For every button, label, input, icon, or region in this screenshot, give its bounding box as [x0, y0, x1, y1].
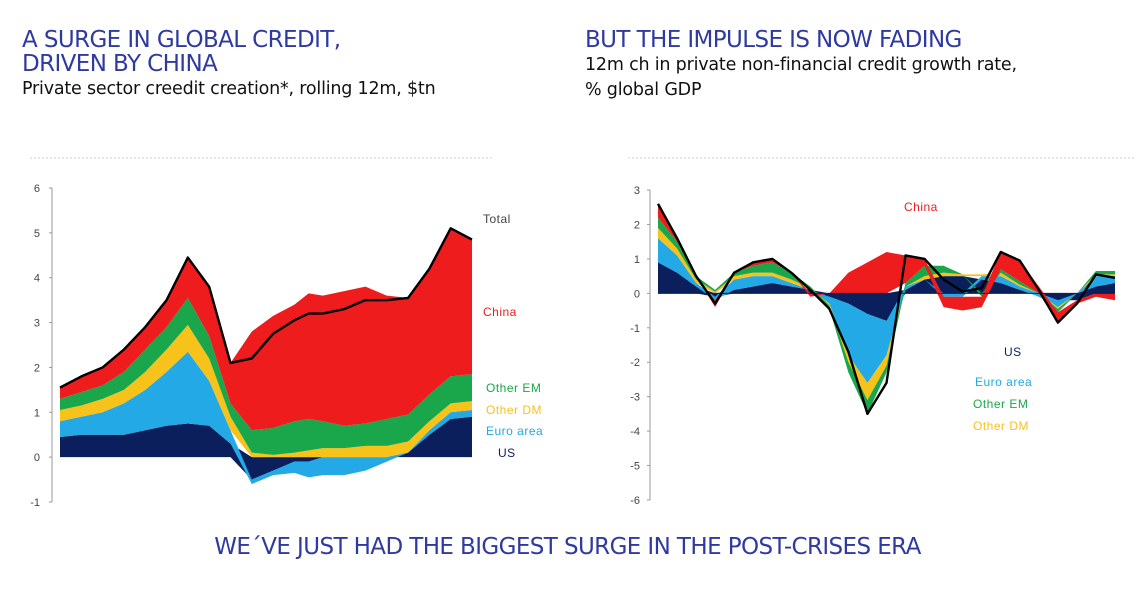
- right-label-china: China: [904, 200, 938, 214]
- left-title-line2: DRIVEN BY CHINA: [22, 51, 218, 77]
- right-title: BUT THE IMPULSE IS NOW FADING: [585, 27, 962, 53]
- left-total-line: [59, 227, 473, 389]
- left-label-total: Total: [483, 212, 511, 226]
- left-chart-svg: 6 5 4 3 2 1 0 -1 Total China Other EM Other DM Euro …: [30, 157, 543, 509]
- left-y-tick-label: 0: [34, 452, 40, 464]
- right-subtitle-line1: 12m ch in private non-financial credit g…: [585, 55, 1017, 75]
- left-area-other-dm: [60, 324, 472, 458]
- right-y-tick-label: -6: [630, 495, 640, 507]
- left-area-us: [60, 416, 472, 480]
- right-area-us: [658, 262, 1115, 321]
- left-label-other-dm: Other DM: [486, 403, 542, 417]
- right-y-tick-label: -4: [630, 426, 640, 438]
- left-y-tick-label: 4: [34, 273, 40, 285]
- left-subtitle: Private sector creedit creation*, rollin…: [22, 79, 436, 99]
- left-y-tick-label: 2: [34, 362, 40, 374]
- left-label-other-em: Other EM: [486, 381, 541, 395]
- left-label-euro-area: Euro area: [486, 424, 543, 438]
- right-panel-header: BUT THE IMPULSE IS NOW FADING 12m ch in …: [585, 28, 1125, 102]
- left-label-us: US: [498, 446, 516, 460]
- right-area-china: [658, 203, 1115, 323]
- left-title-line1: A SURGE IN GLOBAL CREDIT,: [22, 27, 341, 53]
- right-label-other-dm: Other DM: [973, 419, 1029, 433]
- right-impulse-chart: 3 2 1 0 -1 -2 -3 -4 -5 -6 China US Euro area Other EM…: [580, 150, 1135, 520]
- right-y-tick-label: 1: [634, 254, 640, 266]
- right-area-euro-area: [658, 238, 1115, 383]
- footer-headline: WE´VE JUST HAD THE BIGGEST SURGE IN THE …: [214, 534, 921, 560]
- right-subtitle-line2: % global GDP: [585, 80, 702, 100]
- left-y-tick-label: 6: [34, 183, 40, 195]
- right-y-tick-label: 2: [634, 219, 640, 231]
- right-y-tick-label: -2: [630, 357, 640, 369]
- right-label-euro-area: Euro area: [975, 375, 1032, 389]
- right-label-us: US: [1004, 345, 1022, 359]
- right-area-other-em: [658, 217, 1115, 414]
- left-area-euro-area: [60, 351, 472, 485]
- right-y-tick-label: -5: [630, 461, 640, 473]
- right-total-line: [656, 203, 1116, 416]
- right-label-other-em: Other EM: [973, 397, 1028, 411]
- left-area-other-em: [60, 297, 472, 455]
- left-panel-header: A SURGE IN GLOBAL CREDIT, DRIVEN BY CHIN…: [22, 28, 562, 101]
- left-label-china: China: [483, 305, 517, 319]
- left-y-tick-label: 1: [34, 407, 40, 419]
- left-y-tick-label: -1: [30, 497, 40, 509]
- right-area-other-dm: [658, 227, 1115, 401]
- right-chart-svg: 3 2 1 0 -1 -2 -3 -4 -5 -6 China US Euro area Other EM…: [628, 157, 1135, 507]
- right-y-tick-label: 0: [634, 288, 640, 300]
- right-y-tick-label: 3: [634, 185, 640, 197]
- left-y-tick-label: 3: [34, 318, 40, 330]
- left-credit-chart: 6 5 4 3 2 1 0 -1 Total China Other EM Other DM Euro …: [10, 150, 565, 520]
- left-area-china: [60, 228, 472, 431]
- left-y-tick-label: 5: [34, 228, 40, 240]
- right-y-tick-label: -1: [630, 323, 640, 335]
- right-y-tick-label: -3: [630, 392, 640, 404]
